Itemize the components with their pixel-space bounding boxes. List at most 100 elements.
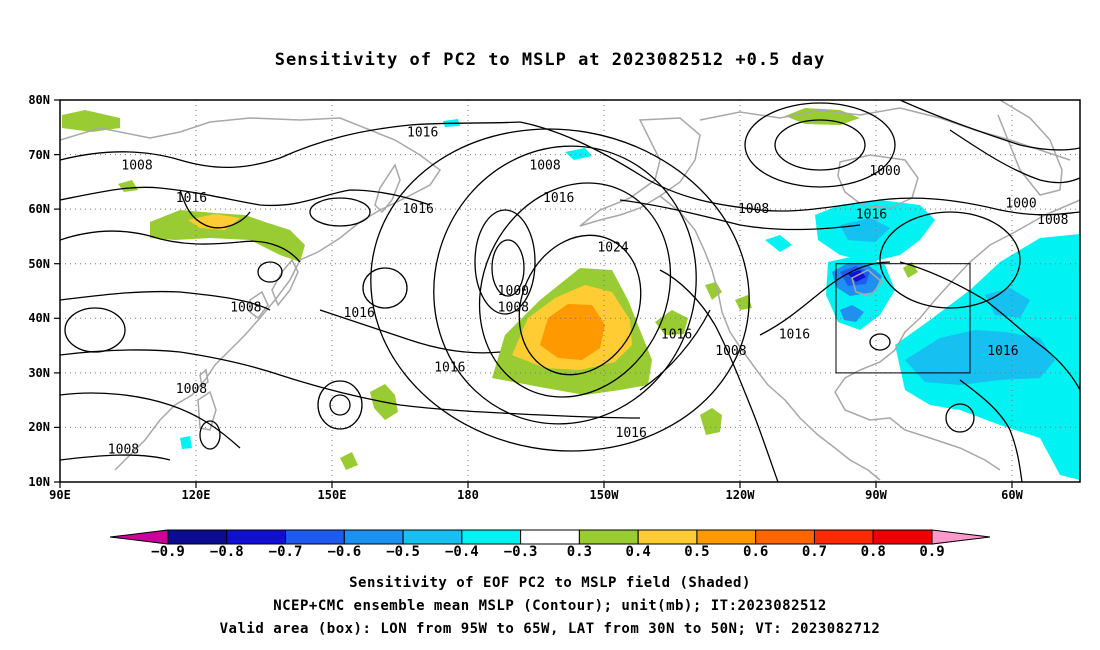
north-america-east-coastline <box>834 199 1080 471</box>
mslp-contour <box>759 261 891 336</box>
mslp-contour-high <box>433 145 697 425</box>
valid-area-box <box>835 263 971 374</box>
mslp-contour-low <box>199 420 221 450</box>
colorbar-cell <box>226 529 287 545</box>
mslp-contour <box>619 199 861 231</box>
positive-sensitivity-area <box>118 180 138 192</box>
mslp-contour <box>60 230 301 263</box>
lat-label: 80N <box>28 93 50 107</box>
contour-label: 1016 <box>856 208 887 223</box>
map-frame <box>59 99 1081 483</box>
contour-label: 1024 <box>597 240 628 255</box>
contour-label: 1016 <box>543 191 574 206</box>
contour-label: 1016 <box>344 306 375 321</box>
colorbar-labels: −0.9 −0.8 −0.7 −0.6 −0.5 −0.4 −0.3 0.3 0.4 0.5 0.6… <box>151 544 945 560</box>
mslp-contour <box>60 186 431 207</box>
colorbar: −0.9 −0.8 −0.7 −0.6 −0.5 −0.4 −0.3 0.3 0.4 0.5 0.6… <box>109 529 991 560</box>
contour-label: 1016 <box>779 328 810 343</box>
mslp-contours <box>60 100 1080 482</box>
colorbar-label: −0.5 <box>386 544 420 560</box>
mslp-contour-low <box>362 267 408 309</box>
colorbar-label: −0.4 <box>445 544 479 560</box>
contour-label: 1016 <box>176 191 207 206</box>
caption-line-2: NCEP+CMC ensemble mean MSLP (Contour); u… <box>273 598 827 614</box>
mslp-contour <box>60 290 271 311</box>
colorbar-cell <box>755 529 815 545</box>
mslp-contour <box>60 392 241 449</box>
mslp-contour-low <box>64 307 126 353</box>
negative-sensitivity-area <box>840 305 864 322</box>
lon-label: 150W <box>590 488 620 502</box>
mslp-contour-high <box>370 128 750 452</box>
alaska-coastline <box>579 117 701 227</box>
mslp-contour <box>179 189 251 229</box>
colorbar-label: 0.7 <box>802 544 827 560</box>
mslp-contour-high <box>518 234 642 376</box>
map-panel: 1016 1008 1016 1008 1016 1016 1024 1008 1000 1000… <box>60 100 1080 482</box>
lat-label: 40N <box>28 311 50 325</box>
mslp-contour <box>899 100 1080 151</box>
kamchatka-coastline <box>374 163 401 214</box>
mslp-contour-low <box>257 261 283 283</box>
colorbar-label: −0.6 <box>327 544 361 560</box>
mslp-contour <box>60 349 641 419</box>
contour-label: 1016 <box>402 202 433 217</box>
contour-label: 1008 <box>108 442 139 457</box>
mslp-contour-low <box>317 380 363 430</box>
mslp-contour-low <box>474 209 536 315</box>
positive-sensitivity-area <box>540 304 605 360</box>
lon-label: 60W <box>1001 488 1023 502</box>
colorbar-cell <box>520 529 580 545</box>
lat-label: 70N <box>28 148 50 162</box>
mslp-contour <box>519 121 1080 216</box>
japan-coastline <box>271 258 299 307</box>
contour-label: 1000 <box>498 284 529 299</box>
colorbar-cell <box>872 529 933 545</box>
colorbar-label: −0.3 <box>504 544 538 560</box>
lat-lon-grid <box>60 100 1080 482</box>
contour-label: 1016 <box>661 328 692 343</box>
colorbar-cell <box>637 529 698 545</box>
negative-sensitivity-area <box>905 330 1055 385</box>
lon-label: 120E <box>182 488 211 502</box>
lon-label: 90E <box>49 488 71 502</box>
axis-ticks <box>54 99 1013 488</box>
mslp-contour <box>319 309 501 354</box>
lat-label: 20N <box>28 420 50 434</box>
colorbar-cells <box>167 529 933 545</box>
colorbar-label: 0.5 <box>684 544 709 560</box>
lon-label: 180 <box>457 488 479 502</box>
north-america-west-coastline <box>659 195 881 481</box>
page-title: Sensitivity of PC2 to MSLP at 2023082512… <box>274 50 826 70</box>
negative-sensitivity-area <box>840 218 890 242</box>
contour-label: 1008 <box>121 158 152 173</box>
colorbar-label: 0.9 <box>919 544 944 560</box>
contour-label: 1016 <box>407 126 438 141</box>
philippines-coastline <box>197 390 217 431</box>
colorbar-cell <box>461 529 522 545</box>
mslp-contour-high <box>478 182 672 398</box>
negative-sensitivity-area <box>180 436 192 449</box>
positive-sensitivity-area <box>735 295 752 310</box>
mslp-contour-low <box>329 394 351 416</box>
mslp-contour-low <box>491 239 525 297</box>
lat-label: 60N <box>28 202 50 216</box>
colorbar-low-end <box>109 529 169 545</box>
mslp-contour-low <box>879 211 1021 309</box>
colorbar-high-end <box>931 529 991 545</box>
colorbar-cell <box>402 529 463 545</box>
mslp-contour <box>659 269 779 482</box>
caption-line-1: Sensitivity of EOF PC2 to MSLP field (Sh… <box>349 575 751 591</box>
colorbar-cell <box>813 529 874 545</box>
contour-label: 1000 <box>1005 197 1036 212</box>
contour-label: 1008 <box>715 344 746 359</box>
negative-sensitivity-area <box>565 148 592 160</box>
positive-sensitivity-area <box>340 452 358 470</box>
korea-coastline <box>249 290 269 320</box>
contour-label: 1016 <box>987 344 1018 359</box>
mslp-contour-low <box>774 119 866 171</box>
hudson-bay-coastline <box>837 154 919 209</box>
contour-label: 1008 <box>176 382 207 397</box>
contour-label: 1016 <box>434 360 465 375</box>
sensitivity-shading <box>62 108 1080 480</box>
